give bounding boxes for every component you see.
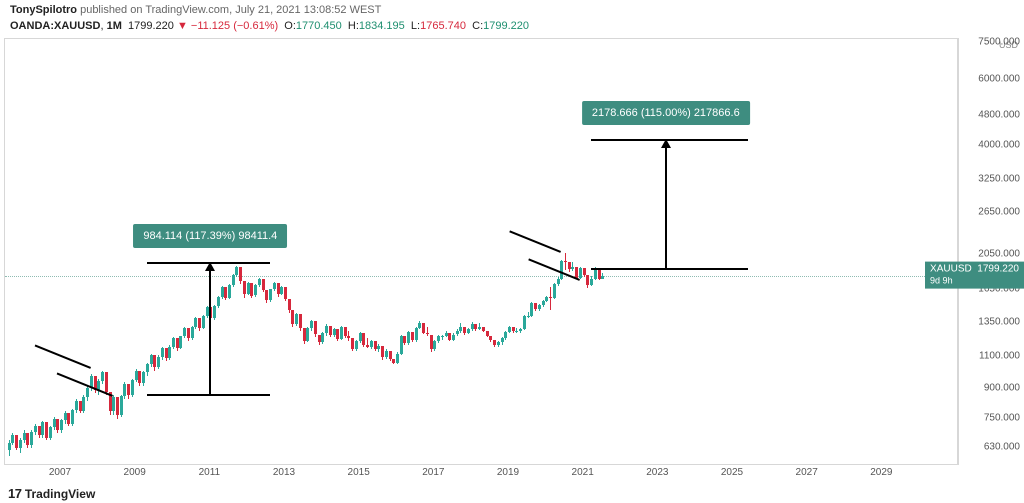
last-price: 1799.220 (128, 20, 174, 32)
x-tick: 2019 (497, 467, 519, 478)
y-tick: 6000.000 (978, 73, 1020, 84)
y-tick: 7500.000 (978, 37, 1020, 48)
x-tick: 2015 (348, 467, 370, 478)
publish-header: TonySpilotro published on TradingView.co… (10, 4, 381, 16)
y-tick: 630.000 (984, 441, 1020, 452)
measure-arrow (209, 263, 211, 395)
author: TonySpilotro (10, 4, 77, 16)
change: −11.125 (−0.61%) (191, 20, 278, 32)
down-arrow-icon: ▼ (177, 20, 188, 32)
y-tick: 4000.000 (978, 139, 1020, 150)
chart-area[interactable]: 984.114 (117.39%) 98411.4 2178.666 (115.0… (4, 38, 958, 465)
candles-layer (5, 39, 957, 464)
x-tick: 2011 (199, 467, 221, 478)
measure-bracket (591, 139, 748, 141)
measure-bracket (147, 262, 270, 264)
high: 1834.195 (359, 20, 405, 32)
price-tag: XAUUSD 1799.2209d 9h (925, 262, 1024, 289)
brand: TradingView (25, 487, 95, 501)
y-tick: 3250.000 (978, 173, 1020, 184)
y-tick: 4800.000 (978, 110, 1020, 121)
measure-bracket (591, 268, 748, 270)
x-tick: 2025 (721, 467, 743, 478)
x-tick: 2027 (796, 467, 818, 478)
x-axis[interactable]: 2007 2009 2011 2013 2015 2017 2019 2021 2023 2025… (4, 465, 958, 485)
x-tick: 2029 (870, 467, 892, 478)
x-tick: 2013 (273, 467, 295, 478)
y-tick: 1100.000 (979, 350, 1020, 361)
measure-box[interactable]: 984.114 (117.39%) 98411.4 (133, 224, 287, 248)
x-tick: 2021 (572, 467, 594, 478)
measure-bracket (147, 394, 270, 396)
tv-icon: 17 (8, 486, 21, 501)
open: 1770.450 (296, 20, 342, 32)
y-tick: 750.000 (984, 413, 1020, 424)
x-tick: 2009 (124, 467, 146, 478)
ohlc-row: OANDA:XAUUSD, 1M 1799.220 ▼ −11.125 (−0.… (10, 20, 529, 32)
interval: 1M (107, 20, 122, 32)
y-tick: 2050.000 (978, 249, 1020, 260)
footer-logo: 17 TradingView (8, 486, 95, 501)
x-tick: 2007 (49, 467, 71, 478)
y-tick: 2650.000 (978, 207, 1020, 218)
measure-arrow (665, 140, 667, 269)
measure-box[interactable]: 2178.666 (115.00%) 217866.6 (582, 101, 750, 125)
y-tick: 1350.000 (978, 317, 1020, 328)
low: 1765.740 (420, 20, 466, 32)
close: 1799.220 (483, 20, 529, 32)
symbol: OANDA:XAUUSD (10, 20, 100, 32)
y-tick: 900.000 (984, 383, 1020, 394)
x-tick: 2023 (646, 467, 668, 478)
y-axis[interactable]: USD 7500.0006000.0004800.0004000.0003250… (958, 38, 1024, 465)
x-tick: 2017 (422, 467, 444, 478)
